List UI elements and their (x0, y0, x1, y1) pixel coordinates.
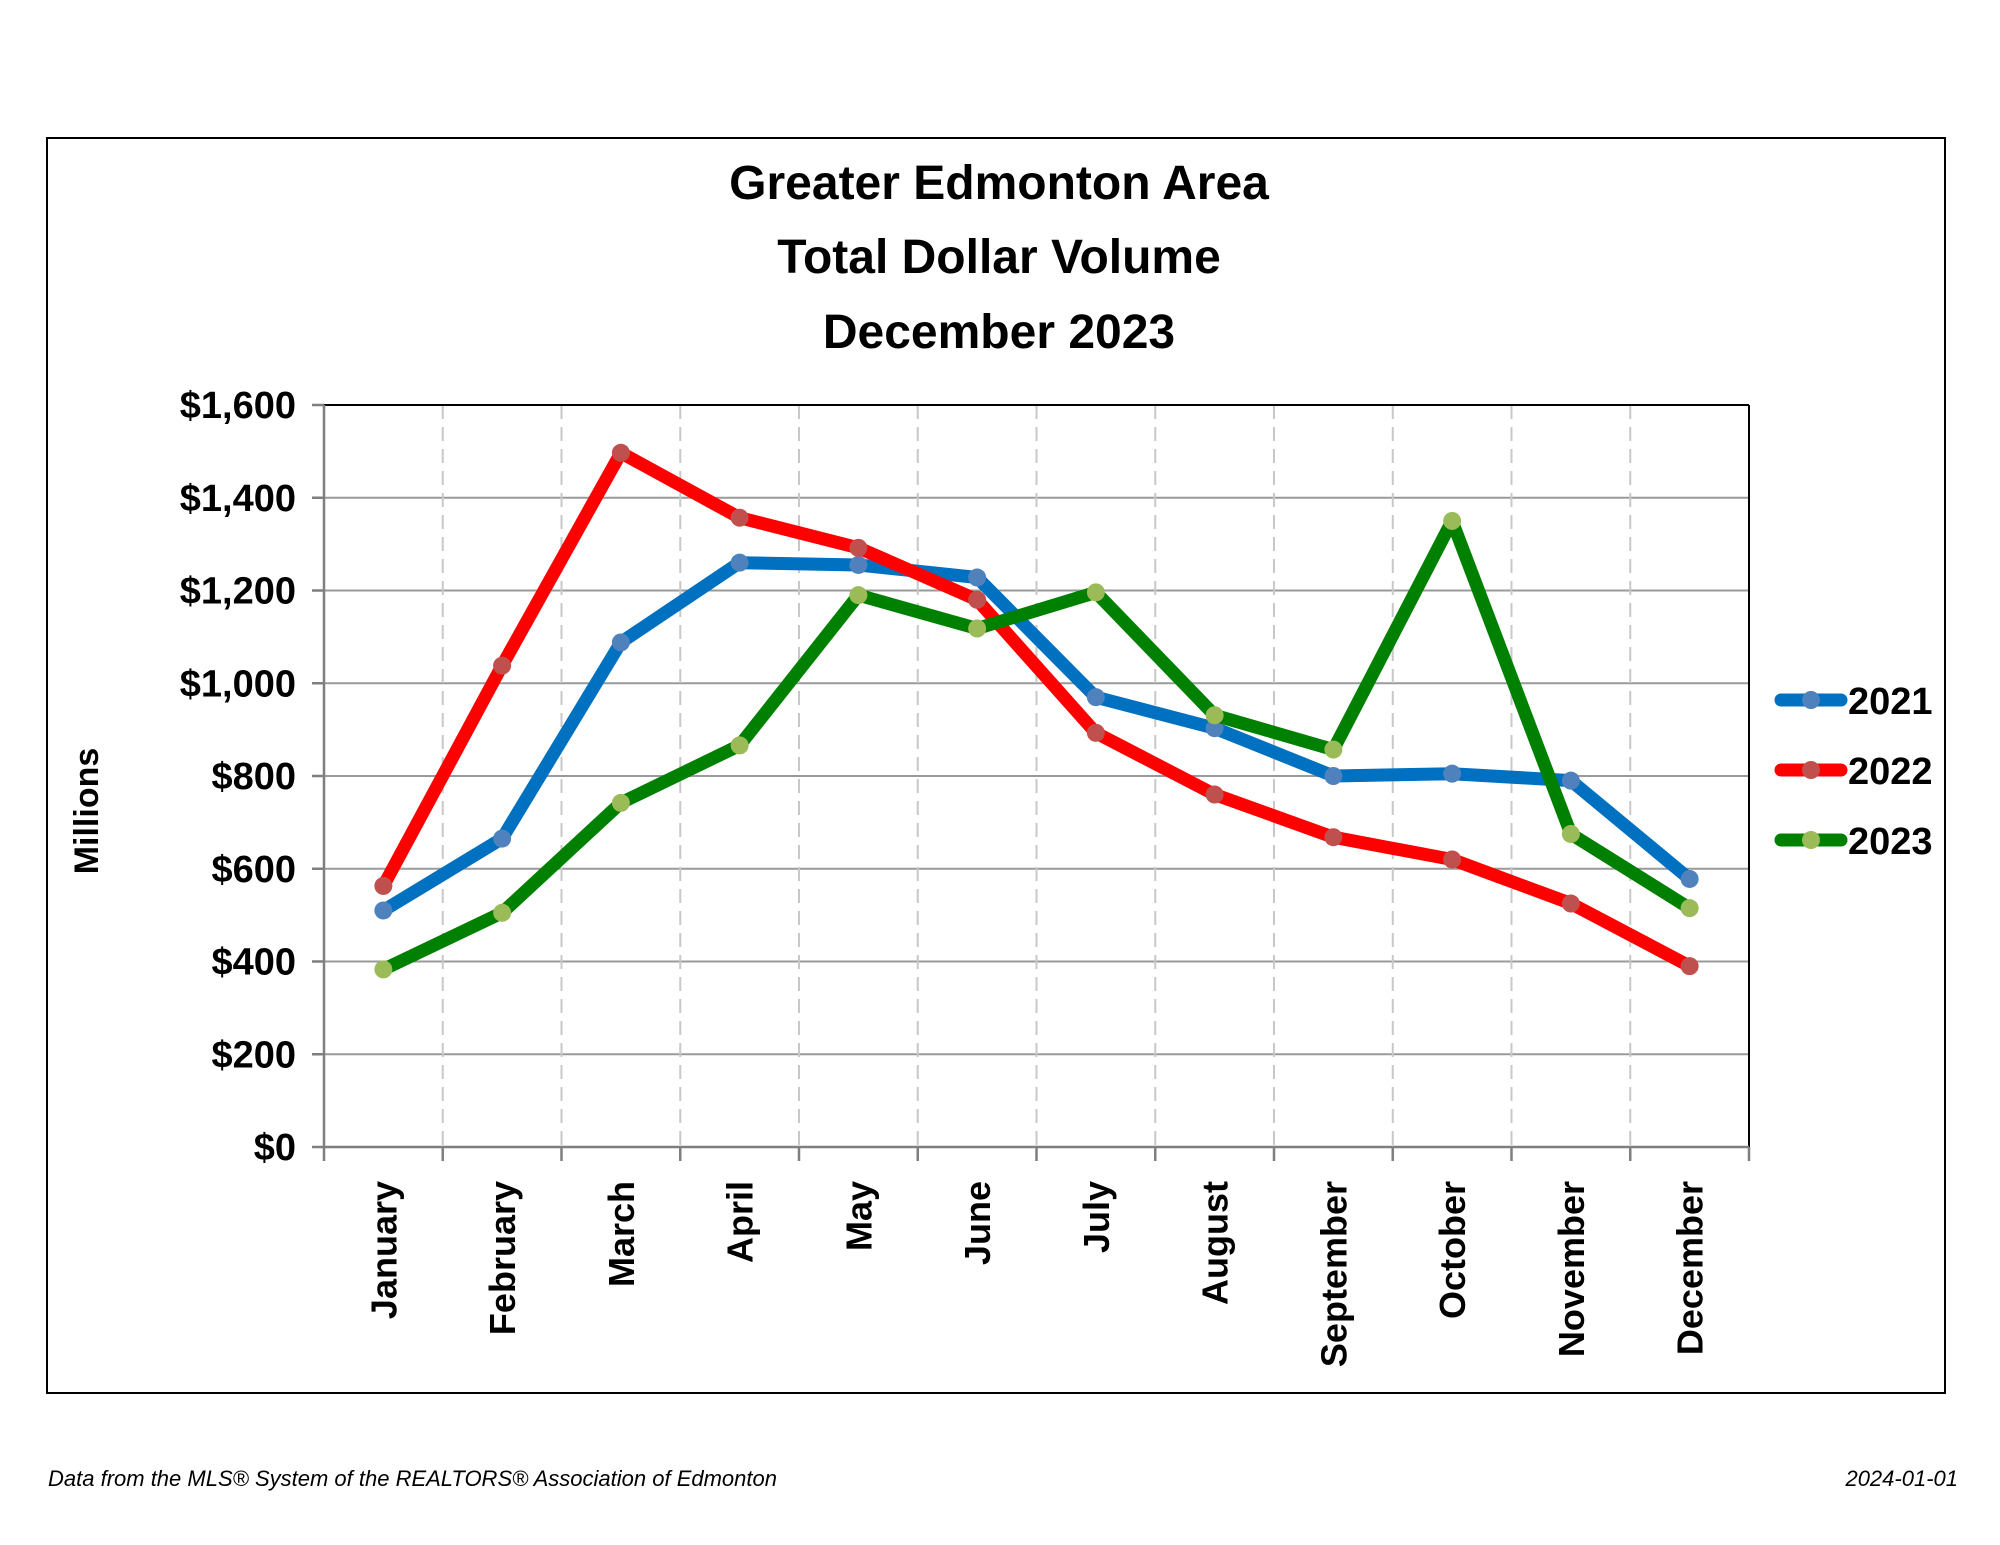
y-tick-label-0: $0 (254, 1127, 296, 1169)
footer-date: 2024-01-01 (1845, 1466, 1958, 1491)
point-2022-march (611, 443, 630, 462)
point-2022-october (1443, 850, 1462, 869)
point-2021-august (1205, 719, 1224, 738)
point-2023-january (374, 960, 393, 979)
x-tick-label-january: January (363, 1181, 404, 1319)
legend-marker-2022 (1802, 761, 1820, 779)
point-2022-december (1680, 957, 1699, 976)
x-tick-label-july: July (1076, 1181, 1117, 1253)
point-2021-march (611, 633, 630, 652)
y-tick-label-2: $400 (211, 942, 296, 984)
y-tick-label-3: $600 (211, 849, 296, 891)
series-2022 (374, 443, 1699, 976)
point-2022-april (730, 508, 749, 527)
legend-marker-2023 (1802, 831, 1820, 849)
y-tick-label-4: $800 (211, 756, 296, 798)
point-2023-december (1680, 899, 1699, 918)
chart-title-line-2: Total Dollar Volume (777, 231, 1221, 284)
point-2023-september (1324, 740, 1343, 759)
point-2021-january (374, 901, 393, 920)
point-2022-july (1086, 723, 1105, 742)
x-tick-label-december: December (1670, 1181, 1711, 1355)
point-2023-october (1443, 511, 1462, 530)
point-2022-may (849, 538, 868, 557)
point-2021-september (1324, 767, 1343, 785)
point-2022-june (968, 590, 987, 609)
x-tick-label-april: April (720, 1181, 761, 1263)
x-tick-label-november: November (1551, 1181, 1592, 1357)
point-2021-december (1680, 869, 1699, 888)
y-tick-labels: $0 $200 $400 $600 $800 $1,000 $1,200 $1,400 $1,6… (180, 385, 296, 1169)
point-2023-february (493, 903, 512, 922)
axis-layer (312, 403, 1751, 1161)
x-tick-label-june: June (957, 1181, 998, 1265)
legend-marker-2021 (1802, 691, 1820, 709)
y-tick-label-5: $1,000 (180, 663, 296, 705)
footer-source-note: Data from the MLS® System of the REALTOR… (48, 1466, 777, 1491)
legend-label-2022: 2022 (1848, 751, 1933, 793)
series-2021 (374, 553, 1699, 920)
point-2021-july (1086, 688, 1105, 707)
chart-frame: Greater Edmonton Area Total Dollar Volum… (46, 137, 1946, 1394)
point-2023-april (730, 736, 749, 755)
chart-svg: Greater Edmonton Area Total Dollar Volum… (68, 157, 1933, 1367)
point-2021-april (730, 553, 749, 572)
series-2023 (374, 511, 1699, 979)
x-tick-label-october: October (1432, 1181, 1473, 1319)
legend-item-2023: 2023 (1774, 821, 1933, 863)
y-axis-label: Millions (68, 748, 106, 875)
point-2022-september (1324, 828, 1343, 847)
legend-label-2023: 2023 (1848, 821, 1933, 863)
y-tick-label-1: $200 (211, 1034, 296, 1076)
x-tick-label-february: February (482, 1181, 523, 1335)
y-tick-label-8: $1,600 (180, 385, 296, 427)
point-2021-february (493, 829, 512, 848)
y-tick-label-7: $1,400 (180, 478, 296, 520)
point-2023-may (849, 586, 868, 605)
point-2023-march (611, 793, 630, 812)
series-line-2022 (376, 446, 1697, 973)
legend: 2021 2022 2023 (1774, 681, 1933, 863)
point-2023-august (1205, 706, 1224, 725)
chart-title: Greater Edmonton Area Total Dollar Volum… (729, 157, 1269, 359)
point-2022-november (1561, 894, 1580, 913)
x-tick-labels: January February March April May June July Augu… (363, 1181, 1710, 1367)
point-2023-november (1561, 824, 1580, 843)
point-2021-may (849, 555, 868, 574)
point-2021-november (1561, 771, 1580, 790)
point-2021-june (968, 568, 987, 587)
point-2022-february (493, 656, 512, 675)
series-line-2023 (376, 514, 1697, 976)
point-2023-july (1086, 583, 1105, 602)
x-tick-label-august: August (1195, 1181, 1236, 1305)
legend-label-2021: 2021 (1848, 681, 1933, 723)
chart-title-line-1: Greater Edmonton Area (729, 157, 1269, 210)
y-tick-label-6: $1,200 (180, 571, 296, 613)
x-tick-label-march: March (601, 1181, 642, 1287)
point-2021-october (1443, 764, 1462, 783)
point-2023-june (968, 619, 987, 638)
x-tick-label-may: May (838, 1181, 879, 1251)
point-2022-january (374, 876, 393, 895)
legend-item-2022: 2022 (1774, 751, 1933, 793)
series-line-2021 (376, 556, 1697, 917)
series-layer (374, 443, 1699, 979)
x-tick-label-september: September (1313, 1181, 1354, 1367)
chart-title-line-3: December 2023 (823, 306, 1175, 359)
point-2022-august (1205, 785, 1224, 804)
legend-item-2021: 2021 (1774, 681, 1933, 723)
